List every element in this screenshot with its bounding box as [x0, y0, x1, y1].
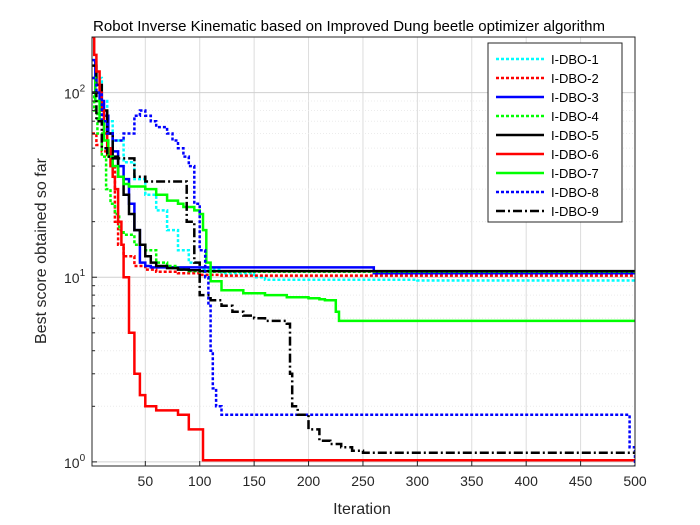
x-tick-label: 300: [406, 473, 430, 489]
legend-label: I-DBO-2: [551, 71, 599, 86]
series-line-i-dbo-6: [92, 37, 635, 462]
x-tick-label: 350: [460, 473, 484, 489]
series-line-i-dbo-2: [92, 132, 635, 277]
x-tick-label: 250: [351, 473, 375, 489]
series-line-i-dbo-9: [92, 91, 635, 455]
legend-label: I-DBO-4: [551, 109, 599, 124]
y-tick-exponent: 0: [80, 453, 86, 464]
y-tick-base: 10: [64, 86, 80, 102]
y-tick-exponent: 2: [80, 84, 86, 95]
series-line-i-dbo-3: [92, 58, 635, 275]
grid: [92, 36, 636, 466]
x-tick-label: 450: [569, 473, 593, 489]
series-line-i-dbo-7: [92, 76, 635, 323]
series-lines: [92, 37, 635, 466]
y-tick-base: 10: [64, 270, 80, 286]
plot-frame: [91, 36, 636, 467]
legend-label: I-DBO-9: [551, 204, 599, 219]
series-line-i-dbo-1: [92, 58, 635, 282]
x-tick-label: 150: [242, 473, 266, 489]
chart-title: Robot Inverse Kinematic based on Improve…: [93, 18, 605, 35]
legend-box: [487, 42, 623, 223]
x-tick-label: 200: [297, 473, 321, 489]
y-tick-exponent: 1: [80, 268, 86, 279]
x-tick-label: 100: [188, 473, 212, 489]
y-tick-label: 102: [64, 84, 86, 102]
series-line-i-dbo-8: [92, 76, 635, 466]
legend-label: I-DBO-7: [551, 166, 599, 181]
legend-label: I-DBO-6: [551, 147, 599, 162]
x-tick-label: 400: [515, 473, 539, 489]
legend-label: I-DBO-8: [551, 185, 599, 200]
x-tick-label: 50: [138, 473, 154, 489]
legend-label: I-DBO-5: [551, 128, 599, 143]
legend-label: I-DBO-3: [551, 90, 599, 105]
y-tick-label: 101: [64, 268, 86, 286]
x-tick-label: 500: [623, 473, 647, 489]
legend-label: I-DBO-1: [551, 52, 599, 67]
y-tick-label: 100: [64, 453, 86, 471]
x-axis-label: Iteration: [333, 501, 391, 518]
y-tick-base: 10: [64, 455, 80, 471]
y-axis-label: Best score obtained so far: [33, 157, 50, 344]
legend: I-DBO-1 I-DBO-2 I-DBO-3 I-DBO-4 I-DBO-5 I-DBO…: [487, 42, 623, 223]
